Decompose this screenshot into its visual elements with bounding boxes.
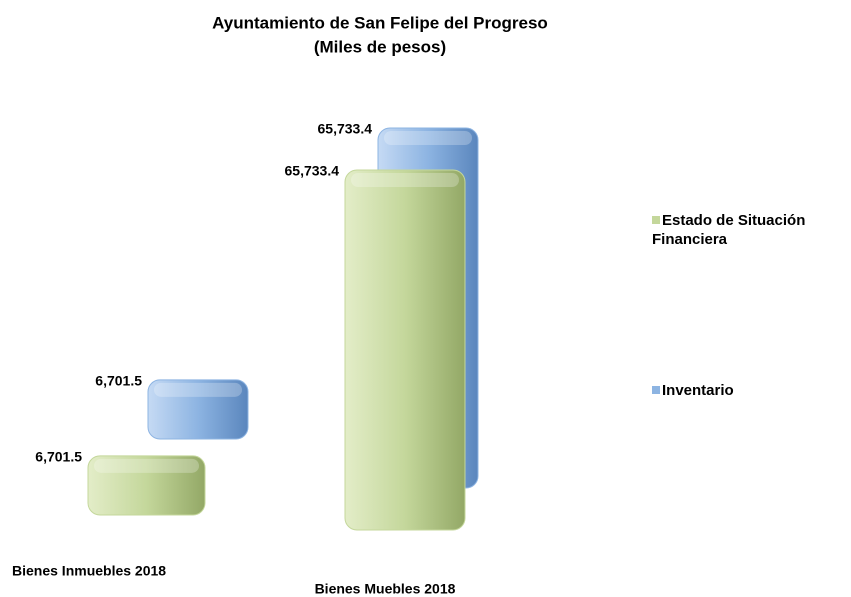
x-tick-label: Bienes Muebles 2018 [315, 581, 456, 597]
bar [344, 169, 466, 531]
bar-top [351, 173, 459, 187]
legend-swatch [652, 216, 660, 224]
bar-top [384, 131, 472, 145]
bar [147, 379, 249, 440]
bar-top [94, 458, 199, 473]
data-label: 6,701.5 [35, 449, 82, 465]
data-label: 6,701.5 [95, 373, 142, 389]
chart-title: Ayuntamiento de San Felipe del Progreso [212, 13, 548, 32]
legend-label: Inventario [662, 382, 734, 399]
bar [87, 455, 206, 516]
data-label: 65,733.4 [285, 163, 340, 179]
x-tick-label: Bienes Inmuebles 2018 [12, 563, 166, 579]
chart-subtitle: (Miles de pesos) [314, 37, 446, 56]
legend-item: Inventario [652, 381, 842, 400]
bar-top [154, 382, 242, 397]
legend-item: Estado de Situación Financiera [652, 211, 842, 249]
legend-label: Estado de Situación Financiera [652, 212, 806, 248]
legend-swatch [652, 386, 660, 394]
data-label: 65,733.4 [318, 121, 373, 137]
